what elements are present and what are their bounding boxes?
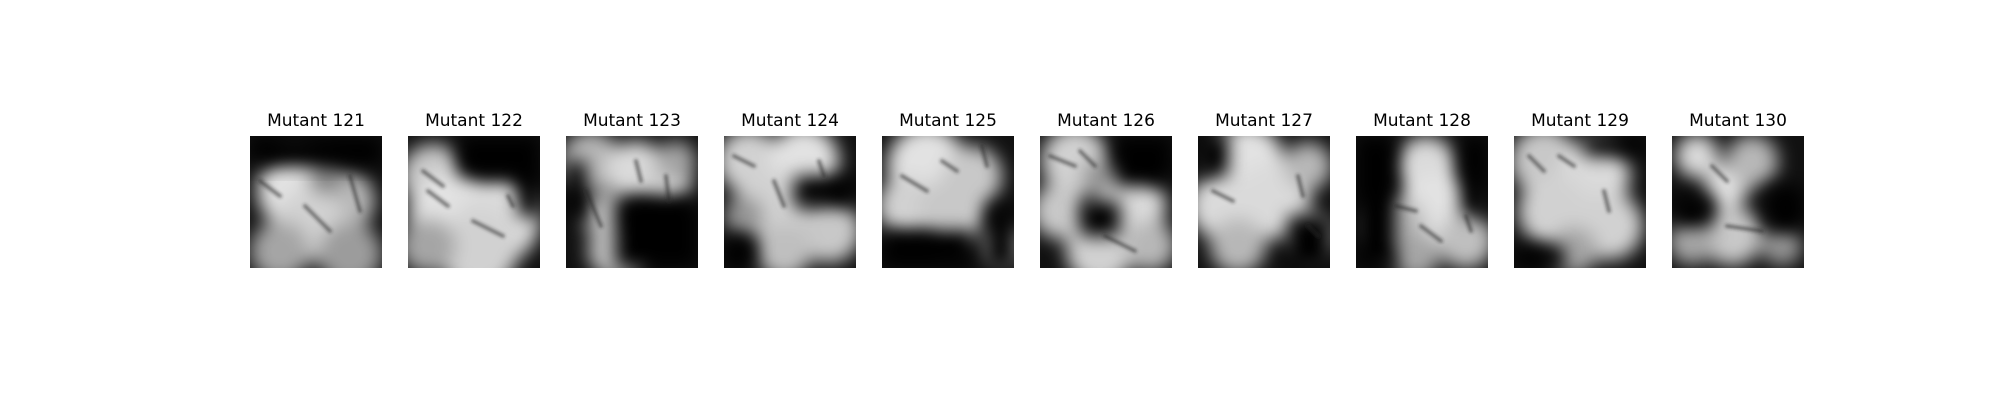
- panel-title: Mutant 124: [741, 111, 839, 131]
- panel-title: Mutant 125: [899, 111, 997, 131]
- panel-title: Mutant 122: [425, 111, 523, 131]
- panel-mutant: Mutant 125: [882, 110, 1014, 268]
- grayscale-heatmap-image: [1356, 136, 1488, 268]
- grayscale-heatmap-image: [1514, 136, 1646, 268]
- panel-mutant: Mutant 130: [1672, 110, 1804, 268]
- panel-title: Mutant 129: [1531, 111, 1629, 131]
- grayscale-heatmap-image: [1672, 136, 1804, 268]
- panel-title: Mutant 126: [1057, 111, 1155, 131]
- panel-title: Mutant 121: [267, 111, 365, 131]
- panel-mutant: Mutant 126: [1040, 110, 1172, 268]
- grayscale-heatmap-image: [408, 136, 540, 268]
- panel-title: Mutant 123: [583, 111, 681, 131]
- grayscale-heatmap-image: [566, 136, 698, 268]
- panel-title: Mutant 127: [1215, 111, 1313, 131]
- grayscale-heatmap-image: [1198, 136, 1330, 268]
- panel-title: Mutant 130: [1689, 111, 1787, 131]
- grayscale-heatmap-image: [250, 136, 382, 268]
- panel-mutant: Mutant 127: [1198, 110, 1330, 268]
- panel-title: Mutant 128: [1373, 111, 1471, 131]
- panel-mutant: Mutant 122: [408, 110, 540, 268]
- grayscale-heatmap-image: [1040, 136, 1172, 268]
- panel-mutant: Mutant 123: [566, 110, 698, 268]
- panel-mutant: Mutant 124: [724, 110, 856, 268]
- grayscale-heatmap-image: [882, 136, 1014, 268]
- grayscale-heatmap-image: [724, 136, 856, 268]
- panel-mutant: Mutant 128: [1356, 110, 1488, 268]
- panel-mutant: Mutant 129: [1514, 110, 1646, 268]
- panel-mutant: Mutant 121: [250, 110, 382, 268]
